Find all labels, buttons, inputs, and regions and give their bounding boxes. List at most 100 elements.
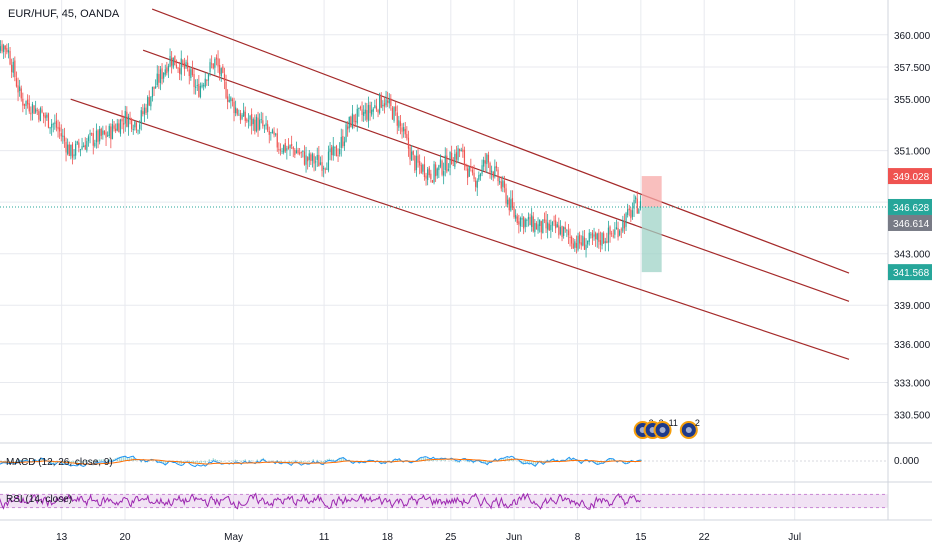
channel-line[interactable] (151, 8, 850, 274)
macd-histogram-bar (124, 456, 126, 461)
candle-body (281, 151, 283, 153)
candle-body (236, 108, 238, 115)
macd-histogram-bar (244, 459, 246, 461)
candle-body (526, 219, 528, 221)
macd-histogram-bar (444, 460, 446, 461)
chart-title: EUR/HUF, 45, OANDA (8, 8, 120, 20)
candle-body (12, 61, 14, 73)
macd-histogram-bar (8, 461, 10, 463)
candle-body (94, 142, 96, 147)
candle-body (223, 73, 226, 81)
macd-histogram-bar (332, 459, 334, 461)
candle-body (302, 150, 304, 152)
macd-histogram-bar (40, 458, 42, 461)
macd-histogram-bar (2, 461, 4, 462)
rsi-pane[interactable] (0, 492, 888, 510)
price-scale-label[interactable] (888, 168, 932, 185)
candle-body (203, 85, 205, 87)
macd-histogram-bar (160, 461, 162, 464)
candle-body (187, 62, 189, 69)
candle-body (361, 109, 363, 115)
candle-body (283, 144, 285, 153)
macd-label[interactable]: MACD (12, 26, close, 9) (6, 457, 113, 468)
macd-pane[interactable] (0, 455, 888, 468)
candle-body (310, 154, 312, 162)
candle-body (294, 149, 296, 156)
candle-body (345, 124, 347, 142)
candle-body (563, 226, 565, 236)
candle-body (204, 78, 206, 87)
macd-histogram-bar (186, 460, 188, 461)
macd-histogram-bar (240, 461, 242, 462)
candle-body (630, 209, 632, 219)
macd-histogram-bar (50, 461, 52, 464)
macd-histogram-bar (74, 461, 76, 464)
candle-body (467, 168, 469, 178)
macd-histogram-bar (598, 461, 600, 464)
macd-histogram-bar (334, 460, 336, 461)
candle-body (609, 226, 611, 235)
candle-body (359, 106, 362, 109)
price-tick-label: 355.000 (894, 95, 931, 106)
candle-body (543, 219, 546, 221)
candle-body (587, 240, 589, 245)
candle-body (499, 181, 501, 183)
candle-body (494, 166, 496, 177)
macd-histogram-bar (436, 460, 438, 461)
macd-histogram-bar (482, 461, 484, 464)
macd-histogram-bar (312, 459, 314, 461)
rsi-label[interactable]: RSI (14, close) (6, 494, 72, 505)
macd-histogram-bar (232, 461, 234, 462)
candle-body (4, 45, 6, 50)
macd-histogram-bar (626, 461, 628, 464)
macd-histogram-bar (66, 461, 68, 463)
candle-body (284, 142, 286, 152)
event-badges[interactable]: 23112 (633, 418, 700, 439)
channel-line[interactable] (70, 98, 850, 360)
macd-histogram-bar (596, 461, 598, 465)
price-scale-label[interactable] (888, 214, 932, 231)
channel-line[interactable] (142, 49, 850, 302)
macd-histogram-bar (94, 459, 96, 461)
macd-histogram-bar (82, 461, 84, 464)
position-tool[interactable] (641, 176, 662, 273)
price-scale-label[interactable] (888, 264, 932, 281)
price-scale-label[interactable] (888, 198, 932, 215)
candle-body (375, 106, 378, 110)
candle-body (39, 108, 42, 122)
position-target-zone[interactable] (641, 206, 662, 273)
candle-body (519, 217, 522, 227)
position-stop-zone[interactable] (641, 176, 662, 207)
candle-body (238, 114, 240, 116)
macd-histogram-bar (166, 461, 168, 464)
candle-body (337, 155, 339, 157)
candle-body (276, 133, 278, 148)
candle-body (569, 236, 571, 238)
macd-histogram-bar (608, 458, 610, 461)
date-tick-label: 18 (382, 532, 394, 543)
candle-body (268, 130, 270, 135)
macd-histogram-bar (52, 461, 54, 464)
candle-body (329, 148, 331, 153)
macd-histogram-bar (48, 461, 50, 463)
candle-body (308, 153, 310, 160)
candle-body (92, 133, 94, 146)
candle-body (516, 216, 518, 223)
candle-body (303, 151, 306, 165)
candle-body (78, 142, 80, 148)
candle-body (577, 235, 579, 250)
macd-histogram-bar (322, 461, 324, 463)
candle-body (422, 164, 424, 172)
macd-histogram-bar (422, 457, 424, 461)
candle-body (127, 116, 130, 128)
candle-body (571, 236, 573, 244)
macd-histogram-bar (120, 456, 122, 461)
candle-body (331, 147, 333, 156)
event-badge-count: 2 (695, 418, 700, 428)
candle-body (263, 125, 266, 127)
candle-body (323, 167, 325, 170)
macd-histogram-bar (206, 461, 208, 462)
candle-body (55, 120, 58, 128)
